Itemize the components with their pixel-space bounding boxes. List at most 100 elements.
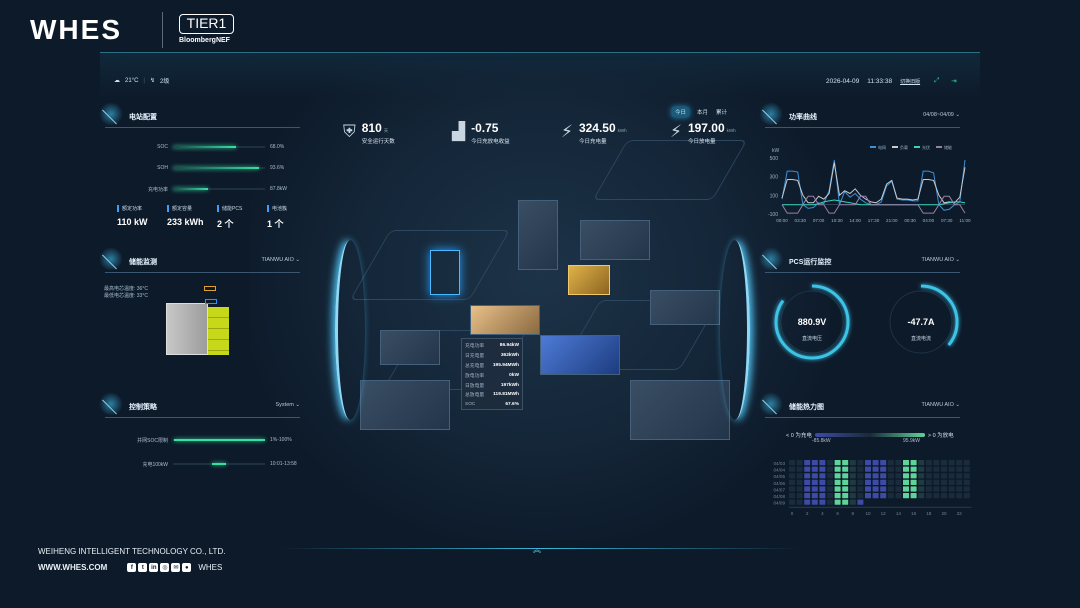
heatmap-cell <box>872 473 879 479</box>
heatmap-cell <box>887 473 894 479</box>
lit-building <box>568 265 610 295</box>
heatmap-cell <box>796 460 803 466</box>
heatmap-cell <box>796 499 803 505</box>
bar-value: 93.6% <box>270 165 285 171</box>
stat-value: 324.50 <box>578 121 616 135</box>
heatmap-cell <box>925 473 932 479</box>
office-building <box>518 200 558 270</box>
series-line-1 <box>781 162 966 204</box>
bar-value: 87.8kW <box>270 186 287 192</box>
metric: 额定功率 110 kW <box>117 205 167 230</box>
heatmap-cell <box>925 466 932 472</box>
heatmap-x-tick: 10 <box>865 511 871 516</box>
heatmap-cell <box>941 473 947 479</box>
range-slider[interactable] <box>173 439 265 441</box>
expand-icon[interactable]: ⤢ <box>934 77 940 84</box>
tab-today[interactable]: 今日 <box>672 107 690 117</box>
heatmap-cell <box>910 473 917 479</box>
transmission-tower <box>430 250 460 295</box>
heatmap-cell <box>933 479 940 485</box>
strategy-selector[interactable]: System ⌄ <box>275 402 300 408</box>
instagram-icon[interactable]: ◎ <box>160 563 170 572</box>
heatmap-x-tick: 16 <box>911 511 917 516</box>
wechat-icon[interactable]: ✉ <box>171 563 181 572</box>
battery-containers <box>470 305 540 335</box>
heatmap-cell <box>857 473 864 479</box>
heatmap-cell <box>956 493 963 499</box>
chevron-up-icon[interactable]: ︽ <box>533 545 541 554</box>
heatmap-x-tick: 2 <box>806 511 809 516</box>
tooltip-row: 放电功率 0kW <box>465 372 519 379</box>
battery-pack <box>208 307 229 355</box>
stat-card: ▟ -0.75 今日充放电收益 <box>452 119 510 145</box>
progress-bar <box>173 146 265 148</box>
legend-label: 光伏 <box>922 144 930 150</box>
panel-title-control-strategy: 控制策略 <box>129 404 157 411</box>
heatmap-cell <box>804 499 811 505</box>
heatmap-cell <box>948 460 955 466</box>
stat-value: -0.75 <box>471 121 499 135</box>
linkedin-icon[interactable]: in <box>149 563 159 572</box>
heatmap-cell <box>948 466 955 472</box>
legend-label: 电网 <box>878 144 886 150</box>
legend-discharge: > 0 为放电 <box>927 433 954 439</box>
twitter-icon[interactable]: t <box>138 563 148 572</box>
panel-title-heatmap: 储能热力图 <box>789 404 824 411</box>
tab-total[interactable]: 累计 <box>716 110 728 116</box>
pcs-selector[interactable]: TIANWU AIO ⌄ <box>921 257 960 263</box>
heatmap-cell <box>827 466 833 472</box>
heatmap-cell <box>811 499 818 505</box>
heatmap-cell <box>941 493 947 499</box>
tooltip-row: 总放电量 119.81MWh <box>465 392 519 399</box>
top-frame <box>100 52 980 98</box>
heatmap-cell <box>895 493 902 499</box>
gauge-value: -47.7A <box>907 317 935 327</box>
heatmap-cell <box>842 473 849 479</box>
tab-month[interactable]: 本月 <box>697 110 709 116</box>
line-icon[interactable]: ● <box>182 563 192 572</box>
heatmap-cell <box>865 473 871 479</box>
heatmap-cell <box>849 499 856 505</box>
heatmap-cell <box>789 460 795 466</box>
switch-old-version-link[interactable]: 切换旧版 <box>900 78 921 85</box>
heatmap-cell <box>910 486 917 492</box>
heatmap-cell <box>842 466 849 472</box>
legend-charge: < 0 为充电 <box>786 433 812 439</box>
heatmap-cell <box>804 479 811 485</box>
device-selector[interactable]: TIANWU AIO ⌄ <box>261 257 300 263</box>
heatmap-selector[interactable]: TIANWU AIO ⌄ <box>921 402 960 408</box>
heatmap-cell <box>819 479 826 485</box>
range-slider[interactable] <box>173 463 265 465</box>
heatmap-x-tick: 20 <box>941 511 947 516</box>
heatmap-row-label: 04/07 <box>774 487 786 492</box>
stat-unit: kWh <box>726 128 736 133</box>
metric: 额定容量 233 kWh <box>167 205 217 230</box>
x-tick-label: 03:30 <box>795 218 807 223</box>
solar-panels <box>540 335 620 375</box>
warehouse <box>630 380 730 440</box>
heatmap-cell <box>918 479 925 485</box>
panel-title-power-curve: 功率曲线 <box>789 114 817 121</box>
heatmap-cell <box>880 473 887 479</box>
date-range-selector[interactable]: 04/08~04/09 ⌄ <box>923 112 960 118</box>
heatmap-row-label: 04/09 <box>774 501 786 506</box>
bar-label: 充电功率 <box>147 187 168 193</box>
stat-card: ⚡ 197.00 kWh 今日放电量 <box>670 119 736 145</box>
weather-cloud-icon: ☁ <box>114 78 120 84</box>
legend-label: 负载 <box>900 144 908 150</box>
road <box>592 140 748 200</box>
heatmap-cell <box>849 466 856 472</box>
heatmap-cell <box>887 479 894 485</box>
legend-item: 光伏 <box>914 144 930 150</box>
logout-icon[interactable]: ⇥ <box>951 78 957 85</box>
heatmap-cell <box>895 473 902 479</box>
heatmap-cell <box>804 486 811 492</box>
heatmap-cell <box>789 466 795 472</box>
max-cell-temp: 最高电芯温度: 36°C <box>104 286 148 292</box>
heatmap-cell <box>857 466 864 472</box>
heatmap-cell <box>804 466 811 472</box>
lightning-icon: ⚡ <box>561 122 573 141</box>
x-tick-label: 07:30 <box>941 218 953 223</box>
heatmap-cell <box>910 493 917 499</box>
facebook-icon[interactable]: f <box>127 563 137 572</box>
